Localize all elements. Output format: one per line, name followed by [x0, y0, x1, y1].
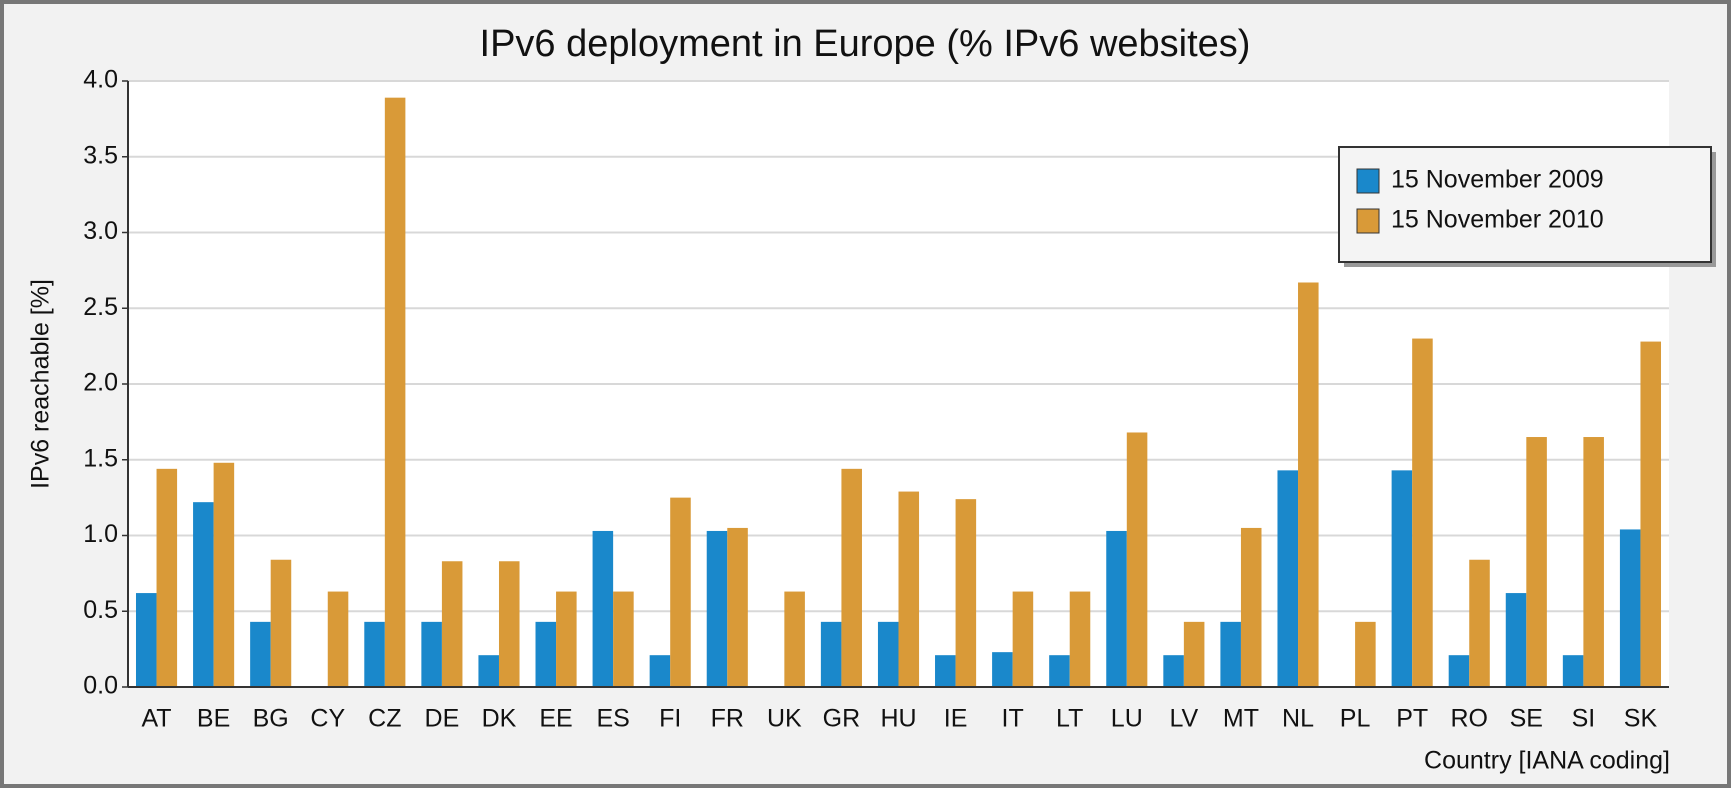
y-tick-label: 3.5: [83, 141, 118, 169]
x-tick-label: PL: [1340, 705, 1371, 733]
bar: [250, 621, 271, 687]
bar: [1163, 655, 1184, 687]
x-axis-label: Country [IANA coding]: [1424, 747, 1670, 775]
bar: [270, 559, 292, 687]
y-tick-label: 2.0: [83, 369, 118, 397]
legend-label: 15 November 2009: [1391, 166, 1604, 194]
bar: [1298, 282, 1319, 687]
bar: [898, 491, 920, 687]
bar: [156, 468, 178, 687]
bar: [193, 502, 214, 687]
x-tick-label: BG: [253, 705, 289, 733]
bar: [1412, 338, 1433, 687]
bar: [1505, 593, 1527, 687]
x-tick-label: RO: [1450, 705, 1488, 733]
x-tick-label: SE: [1510, 705, 1543, 733]
bar: [1277, 470, 1299, 687]
bar: [1355, 621, 1376, 687]
bar: [384, 97, 406, 688]
bar: [649, 655, 671, 687]
bar: [841, 468, 862, 687]
bar: [213, 462, 235, 687]
bar: [1012, 591, 1034, 687]
bar: [1562, 655, 1584, 687]
chart-title: IPv6 deployment in Europe (% IPv6 websit…: [480, 23, 1251, 65]
x-tick-label: BE: [197, 705, 230, 733]
x-tick-label: AT: [141, 705, 171, 733]
bar: [1126, 432, 1148, 687]
bar: [955, 499, 977, 687]
bar: [364, 621, 385, 687]
bar: [1469, 559, 1490, 687]
bar: [1619, 529, 1641, 687]
x-tick-label: LV: [1170, 705, 1199, 733]
x-tick-label: DE: [425, 705, 460, 733]
bar: [727, 527, 748, 687]
bar: [1526, 437, 1547, 687]
bar: [556, 591, 577, 687]
x-tick-label: IE: [944, 705, 968, 733]
x-tick-label: LT: [1056, 705, 1083, 733]
x-tick-label: MT: [1223, 705, 1259, 733]
bar: [441, 561, 463, 687]
y-tick-label: 1.5: [83, 444, 118, 472]
bar: [1640, 341, 1662, 687]
x-tick-label: CZ: [368, 705, 401, 733]
bar: [935, 655, 956, 687]
bar: [1240, 527, 1262, 687]
x-tick-label: EE: [539, 705, 572, 733]
bar: [478, 655, 499, 687]
bar: [1049, 655, 1070, 687]
bar: [1183, 621, 1205, 687]
x-tick-label: SK: [1624, 705, 1658, 733]
legend-swatch: [1356, 208, 1380, 234]
bar: [784, 591, 805, 687]
y-tick-label: 1.0: [83, 520, 118, 548]
x-tick-label: DK: [482, 705, 517, 733]
x-tick-label: HU: [880, 705, 916, 733]
y-tick-label: 0.5: [83, 596, 118, 624]
bar: [535, 621, 557, 687]
bar: [327, 591, 349, 687]
bar: [670, 497, 691, 687]
bar: [706, 530, 728, 687]
y-tick-label: 3.0: [83, 217, 118, 245]
x-tick-label: FI: [659, 705, 681, 733]
x-tick-label: GR: [823, 705, 861, 733]
bar: [1583, 437, 1604, 687]
x-tick-label: PT: [1396, 705, 1428, 733]
x-tick-label: ES: [596, 705, 629, 733]
bar: [498, 561, 520, 687]
bar: [820, 621, 842, 687]
bar: [1448, 655, 1470, 687]
y-tick-label: 2.5: [83, 293, 118, 321]
x-tick-label: NL: [1282, 705, 1314, 733]
x-tick-label: UK: [767, 705, 802, 733]
bar: [877, 621, 899, 687]
bar: [421, 621, 442, 687]
y-tick-label: 0.0: [83, 672, 118, 700]
bar: [1220, 621, 1241, 687]
x-tick-label: LU: [1111, 705, 1143, 733]
y-axis-label: IPv6 reachable [%]: [27, 279, 55, 489]
bar: [992, 652, 1013, 687]
x-tick-label: IT: [1002, 705, 1024, 733]
bar: [1069, 591, 1091, 687]
x-tick-label: FR: [711, 705, 744, 733]
y-tick-label: 4.0: [83, 66, 118, 94]
bar: [1106, 530, 1127, 687]
bar: [135, 593, 157, 687]
legend-label: 15 November 2010: [1391, 206, 1604, 234]
x-tick-label: CY: [310, 705, 345, 733]
bar: [613, 591, 634, 687]
bar: [592, 530, 614, 687]
bar: [1391, 470, 1413, 687]
legend: [1338, 146, 1712, 263]
x-tick-label: SI: [1572, 705, 1596, 733]
legend-swatch: [1356, 168, 1380, 194]
